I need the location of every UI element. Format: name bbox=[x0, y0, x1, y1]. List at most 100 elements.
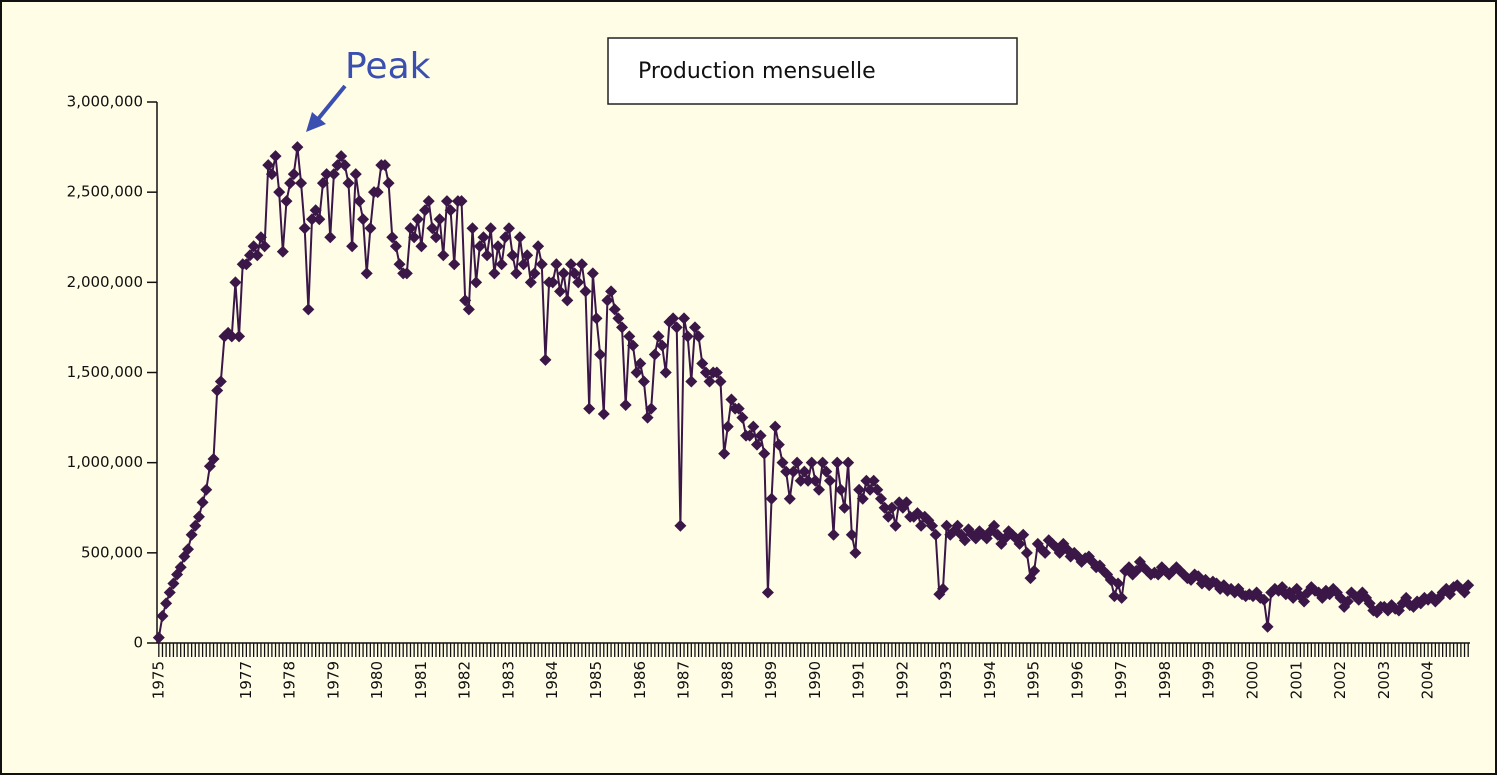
data-point bbox=[247, 240, 260, 253]
data-point bbox=[827, 528, 840, 541]
data-point bbox=[769, 420, 782, 433]
data-point bbox=[758, 447, 771, 460]
data-point bbox=[258, 240, 271, 253]
data-point bbox=[936, 582, 949, 595]
data-point bbox=[747, 420, 760, 433]
data-point bbox=[929, 528, 942, 541]
data-point bbox=[437, 249, 450, 262]
data-point bbox=[885, 501, 898, 514]
data-point bbox=[754, 429, 767, 442]
x-tick-label: 1983 bbox=[499, 661, 517, 699]
data-point bbox=[681, 330, 694, 343]
legend-entry: Production mensuelle bbox=[638, 59, 876, 84]
data-point bbox=[820, 465, 833, 478]
data-point bbox=[798, 465, 811, 478]
data-point bbox=[393, 258, 406, 271]
data-point bbox=[856, 492, 869, 505]
data-point bbox=[882, 510, 895, 523]
data-point bbox=[269, 150, 282, 163]
data-point bbox=[860, 474, 873, 487]
data-point bbox=[1115, 591, 1128, 604]
data-point bbox=[718, 447, 731, 460]
data-point bbox=[1298, 595, 1311, 608]
legend-box bbox=[607, 37, 1018, 105]
data-point bbox=[506, 249, 519, 262]
x-tick-label: 1984 bbox=[543, 661, 561, 699]
data-point bbox=[601, 294, 614, 307]
data-point bbox=[791, 456, 804, 469]
data-point bbox=[167, 577, 180, 590]
data-point bbox=[262, 159, 275, 172]
data-point bbox=[291, 141, 304, 154]
data-point bbox=[404, 222, 417, 235]
data-point bbox=[714, 375, 727, 388]
x-tick-label: 1998 bbox=[1156, 661, 1174, 699]
data-point bbox=[648, 348, 661, 361]
y-tick-label: 0 bbox=[133, 634, 143, 652]
data-point bbox=[834, 483, 847, 496]
data-point bbox=[612, 312, 625, 325]
x-tick-label: 1980 bbox=[368, 661, 386, 699]
data-point bbox=[353, 195, 366, 208]
x-tick-label: 2003 bbox=[1375, 661, 1393, 699]
data-point bbox=[287, 168, 300, 181]
data-point bbox=[853, 483, 866, 496]
data-point bbox=[200, 483, 213, 496]
data-point bbox=[645, 402, 658, 415]
data-point bbox=[295, 177, 308, 190]
x-tick-label: 1997 bbox=[1112, 661, 1130, 699]
data-point bbox=[411, 213, 424, 226]
data-point bbox=[389, 240, 402, 253]
data-point bbox=[364, 222, 377, 235]
data-point bbox=[1039, 546, 1052, 559]
data-point bbox=[313, 213, 326, 226]
data-point bbox=[298, 222, 311, 235]
x-tick-label: 1985 bbox=[587, 661, 605, 699]
data-point bbox=[926, 519, 939, 532]
data-point bbox=[342, 177, 355, 190]
data-point bbox=[630, 366, 643, 379]
x-tick-label: 1994 bbox=[981, 661, 999, 699]
data-point bbox=[338, 159, 351, 172]
x-tick-label: 1993 bbox=[937, 661, 955, 699]
data-point bbox=[265, 168, 278, 181]
data-point bbox=[448, 258, 461, 271]
data-point bbox=[831, 456, 844, 469]
x-tick-label: 2002 bbox=[1331, 661, 1349, 699]
data-point bbox=[276, 245, 289, 258]
data-point bbox=[524, 276, 537, 289]
data-point bbox=[554, 285, 567, 298]
data-point bbox=[495, 258, 508, 271]
data-point bbox=[378, 159, 391, 172]
data-point bbox=[415, 240, 428, 253]
data-point bbox=[561, 294, 574, 307]
data-point bbox=[251, 249, 264, 262]
data-point bbox=[703, 375, 716, 388]
data-point bbox=[254, 231, 267, 244]
data-point bbox=[1028, 564, 1041, 577]
data-point bbox=[845, 528, 858, 541]
data-point bbox=[805, 456, 818, 469]
data-point bbox=[273, 186, 286, 199]
annotation-arrow bbox=[306, 84, 347, 132]
data-point bbox=[641, 411, 654, 424]
data-point bbox=[488, 267, 501, 280]
data-point bbox=[174, 561, 187, 574]
data-point bbox=[670, 321, 683, 334]
data-point bbox=[1257, 593, 1270, 606]
data-point bbox=[823, 474, 836, 487]
data-point bbox=[335, 150, 348, 163]
data-point bbox=[163, 586, 176, 599]
data-point bbox=[535, 258, 548, 271]
data-point bbox=[743, 429, 756, 442]
data-point bbox=[940, 519, 953, 532]
data-point bbox=[616, 321, 629, 334]
data-point bbox=[889, 519, 902, 532]
data-point bbox=[528, 267, 541, 280]
data-point bbox=[564, 258, 577, 271]
data-point bbox=[233, 330, 246, 343]
x-tick-label: 1990 bbox=[806, 661, 824, 699]
x-tick-label: 1986 bbox=[631, 661, 649, 699]
